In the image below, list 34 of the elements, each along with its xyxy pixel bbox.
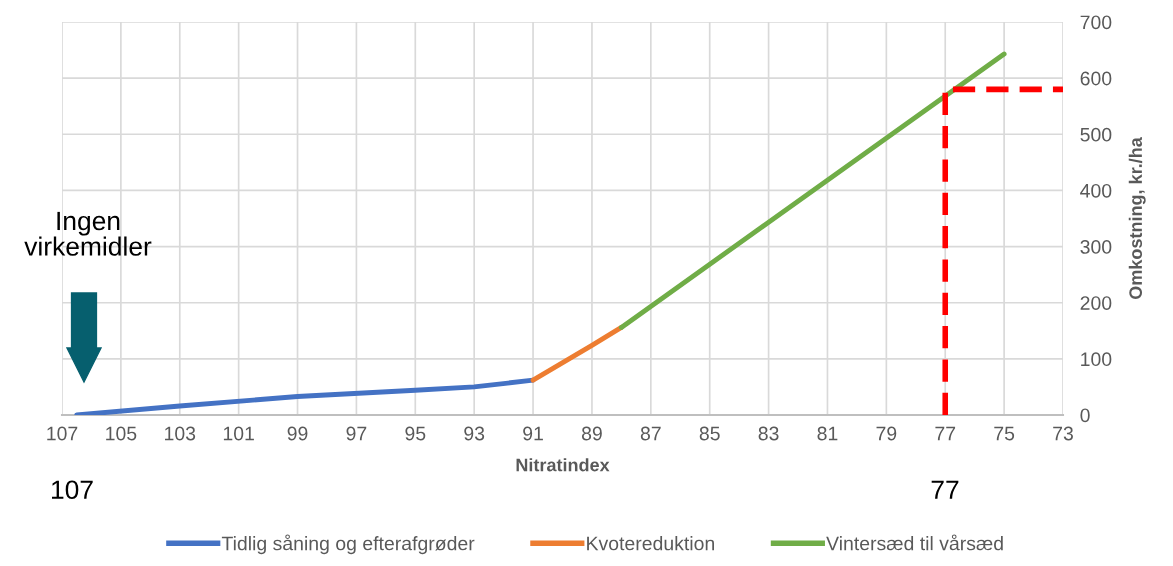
- x-tick-label: 93: [464, 426, 485, 441]
- x-tick-label: 89: [581, 426, 602, 441]
- x-tick-label: 79: [876, 426, 897, 441]
- x-axis-title: Nitratindex: [516, 458, 610, 472]
- x-tick-label: 87: [640, 426, 661, 441]
- x-tick-label: 107: [47, 426, 78, 441]
- text: 107: [52, 480, 93, 500]
- annotation: Ingen virkemidler: [24, 211, 152, 256]
- x-tick-label: 103: [165, 426, 196, 441]
- x-tick-label: 85: [699, 426, 720, 441]
- x-tick-label: 97: [346, 426, 367, 441]
- x-tick-label: 99: [287, 426, 308, 441]
- x-tick-label: 95: [405, 426, 426, 441]
- y-axis-title: Omkostning, kr./ha: [1128, 137, 1146, 300]
- legend-label: Vintersæd til vårsæd: [826, 534, 1003, 551]
- x-tick-label: 81: [817, 426, 838, 441]
- y-tick-label: 100: [1081, 352, 1112, 367]
- x-tick-label: 73: [1053, 426, 1073, 441]
- y-tick-label: 400: [1080, 183, 1112, 198]
- x-tick-label: 83: [758, 426, 779, 441]
- legend-label: Tidlig såning og efterafgrøder: [221, 534, 475, 555]
- x-tick-label: 75: [994, 426, 1015, 441]
- x-tick-label: 105: [106, 426, 137, 441]
- y-tick-label: 0: [1080, 408, 1090, 423]
- y-tick-label: 500: [1080, 127, 1112, 142]
- x-tick-label: 101: [223, 426, 254, 441]
- y-tick-label: 300: [1080, 240, 1112, 254]
- y-tick-label: 700: [1080, 15, 1112, 30]
- x-tick-label: 77: [935, 426, 956, 441]
- y-tick-label: 200: [1080, 296, 1112, 310]
- text: 77: [931, 480, 959, 499]
- legend-label: Kvotereduktion: [587, 536, 714, 551]
- y-tick-label: 600: [1080, 71, 1112, 86]
- x-tick-label: 91: [523, 426, 543, 441]
